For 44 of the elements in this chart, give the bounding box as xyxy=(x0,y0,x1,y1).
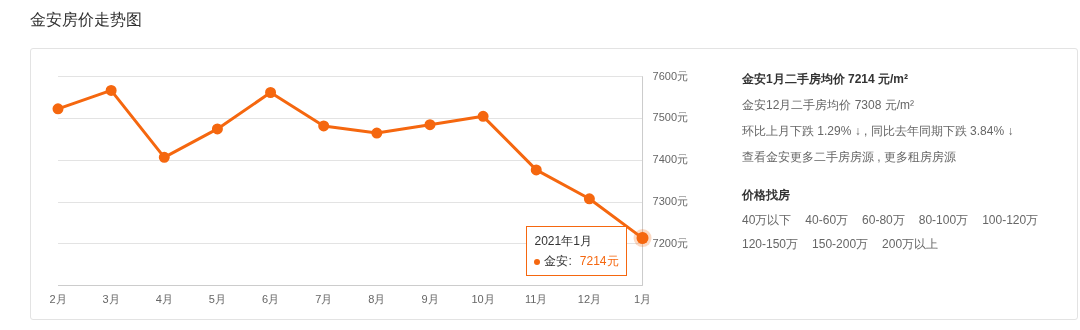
x-tick-label: 9月 xyxy=(421,293,439,306)
x-tick-label: 3月 xyxy=(102,293,120,306)
x-tick-label: 8月 xyxy=(368,293,386,306)
point xyxy=(211,123,223,135)
point xyxy=(265,87,277,98)
y-tick-label: 7400元 xyxy=(652,153,689,166)
point xyxy=(583,193,595,205)
text: 120-150万 xyxy=(742,236,799,253)
y-tick-label: 7500元 xyxy=(652,111,689,124)
y-tick-label: 7600元 xyxy=(652,69,689,82)
point xyxy=(105,84,117,96)
text: 金安1月二手房均价 7214 元/m² xyxy=(742,71,910,88)
text: 金安12月二手房均价 7308 元/m² xyxy=(742,97,916,114)
text: 40-60万 xyxy=(805,212,849,229)
x-tick-label: 5月 xyxy=(208,293,226,306)
x-tick-label: 10月 xyxy=(471,293,495,306)
text: 价格找房 xyxy=(742,187,791,204)
annotation: 金安: 7214元 xyxy=(544,254,619,269)
text: 150-200万 xyxy=(812,236,869,253)
text: 查看金安更多二手房房源 , 更多租房房源 xyxy=(742,149,957,166)
x-tick-label: 4月 xyxy=(155,293,173,306)
y-tick-label: 7300元 xyxy=(652,195,689,208)
x-tick-label: 2月 xyxy=(49,293,67,306)
point xyxy=(424,119,436,131)
point xyxy=(530,164,542,176)
y-tick-label: 7200元 xyxy=(652,236,689,249)
text: 环比上月下跌 1.29% ↓ , 同比去年同期下跌 3.84% ↓ xyxy=(742,123,1015,140)
point xyxy=(371,127,383,139)
point xyxy=(158,151,170,163)
point xyxy=(477,110,489,122)
text: 80-100万 xyxy=(918,212,969,229)
x-tick-label: 6月 xyxy=(261,293,280,306)
text: 100-120万 xyxy=(982,212,1039,229)
text: 40万以下 xyxy=(742,212,792,229)
x-tick-label: 7月 xyxy=(315,293,333,306)
point xyxy=(52,103,64,115)
x-tick-label: 11月 xyxy=(525,293,548,306)
text: 200万以上 xyxy=(882,236,939,253)
x-tick-label: 1月 xyxy=(633,293,652,306)
text: 60-80万 xyxy=(862,212,905,229)
x-tick-label: 12月 xyxy=(577,293,602,306)
annotation: 2021年1月 xyxy=(534,233,593,251)
chart-title: 金安房价走势图 xyxy=(30,10,142,30)
point xyxy=(318,120,330,132)
